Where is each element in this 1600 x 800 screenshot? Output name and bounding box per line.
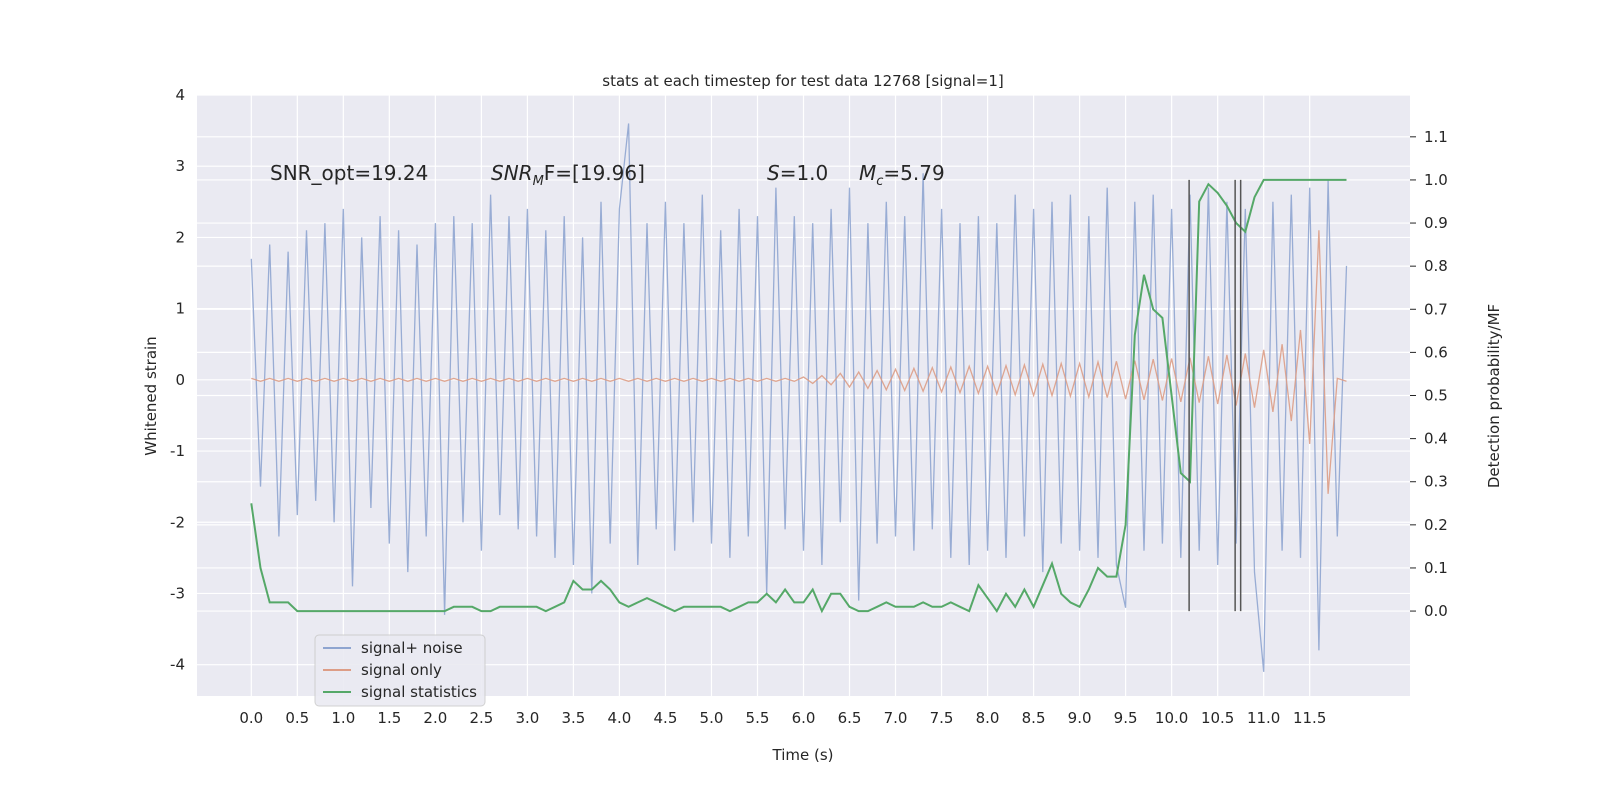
x-tick-label: 11.5 (1293, 709, 1326, 727)
x-tick-label: 11.0 (1247, 709, 1280, 727)
x-tick-label: 6.5 (838, 709, 862, 727)
x-tick-label: 2.0 (423, 709, 447, 727)
x-tick-label: 7.5 (930, 709, 954, 727)
annotation-symbol: S (767, 161, 780, 185)
chart-title: stats at each timestep for test data 127… (602, 72, 1003, 90)
annotation: SNR_opt=19.24 (270, 161, 428, 185)
x-tick-label: 3.0 (515, 709, 539, 727)
y2-tick-label: 0.7 (1424, 300, 1448, 318)
marks (250, 123, 1348, 672)
annotation: Mc=5.79 (859, 161, 945, 189)
y2-tick-label: 0.5 (1424, 387, 1448, 405)
y2-tick-label: 0.2 (1424, 516, 1448, 534)
y2-tick-label: 0.0 (1424, 602, 1448, 620)
y2-tick-label: 1.1 (1424, 128, 1448, 146)
x-tick-label: 2.5 (469, 709, 493, 727)
x-tick-label: 0.5 (285, 709, 309, 727)
annotation-text: =1.0 (780, 161, 829, 185)
legend: signal+ noise signal only signal statistic… (314, 634, 486, 707)
x-tick-label: 1.0 (331, 709, 355, 727)
y-tick-label: 4 (175, 86, 185, 104)
x-axis-label: Time (s) (772, 746, 834, 764)
series-line (250, 123, 1348, 672)
annotation-text: =5.79 (883, 161, 944, 185)
y-tick-label: -1 (170, 442, 185, 460)
legend-label: signal only (361, 661, 442, 679)
annotation-text: F=[19.96] (544, 161, 645, 185)
legend-label: signal+ noise (361, 639, 463, 657)
x-tick-label: 5.0 (700, 709, 724, 727)
x-tick-label: 1.5 (377, 709, 401, 727)
y-axis-label: Whitened strain (142, 336, 160, 455)
y-tick-label: 3 (175, 157, 185, 175)
y2-axis-label: Detection probability/MF (1485, 304, 1503, 488)
legend-box (314, 634, 486, 707)
y-tick-label: -4 (170, 656, 185, 674)
y2-tick-label: 0.1 (1424, 559, 1448, 577)
x-tick-label: 5.5 (746, 709, 770, 727)
series-line (250, 178, 1347, 614)
x-tick-label: 9.5 (1114, 709, 1138, 727)
annotation: S=1.0 (767, 161, 828, 185)
y2-tick-label: 0.6 (1424, 343, 1448, 361)
annotation-text: SNR_opt=19.24 (270, 161, 428, 185)
y2-tick-label: 0.8 (1424, 257, 1448, 275)
x-tick-label: 0.0 (239, 709, 263, 727)
y2-tick-label: 0.4 (1424, 430, 1448, 448)
y-tick-label: 2 (175, 228, 185, 246)
y2-tick-label: 1.0 (1424, 171, 1448, 189)
x-tick-label: 10.5 (1201, 709, 1234, 727)
annotation-symbol: M (859, 161, 876, 185)
x-tick-label: 4.5 (654, 709, 678, 727)
x-tick-label: 7.0 (884, 709, 908, 727)
y2-tick-label: 0.3 (1424, 473, 1448, 491)
annotation-subscript: M (533, 174, 544, 189)
y-tick-label: -3 (170, 584, 185, 602)
y-tick-label: 0 (175, 371, 185, 389)
x-tick-label: 8.5 (1022, 709, 1046, 727)
annotation: SNRMF=[19.96] (491, 161, 645, 189)
y-tick-label: 1 (175, 300, 185, 318)
legend-label: signal statistics (361, 683, 477, 701)
x-tick-label: 10.0 (1155, 709, 1188, 727)
x-tick-label: 6.0 (792, 709, 816, 727)
annotation-symbol: SNR (491, 161, 533, 185)
annotation-subscript: c (876, 174, 883, 189)
x-tick-label: 3.5 (561, 709, 585, 727)
y2-tick-label: 0.9 (1424, 214, 1448, 232)
series-line (251, 230, 1347, 494)
x-tick-label: 9.0 (1068, 709, 1092, 727)
x-tick-label: 8.0 (976, 709, 1000, 727)
x-tick-label: 4.0 (608, 709, 632, 727)
y-tick-label: -2 (170, 513, 185, 531)
